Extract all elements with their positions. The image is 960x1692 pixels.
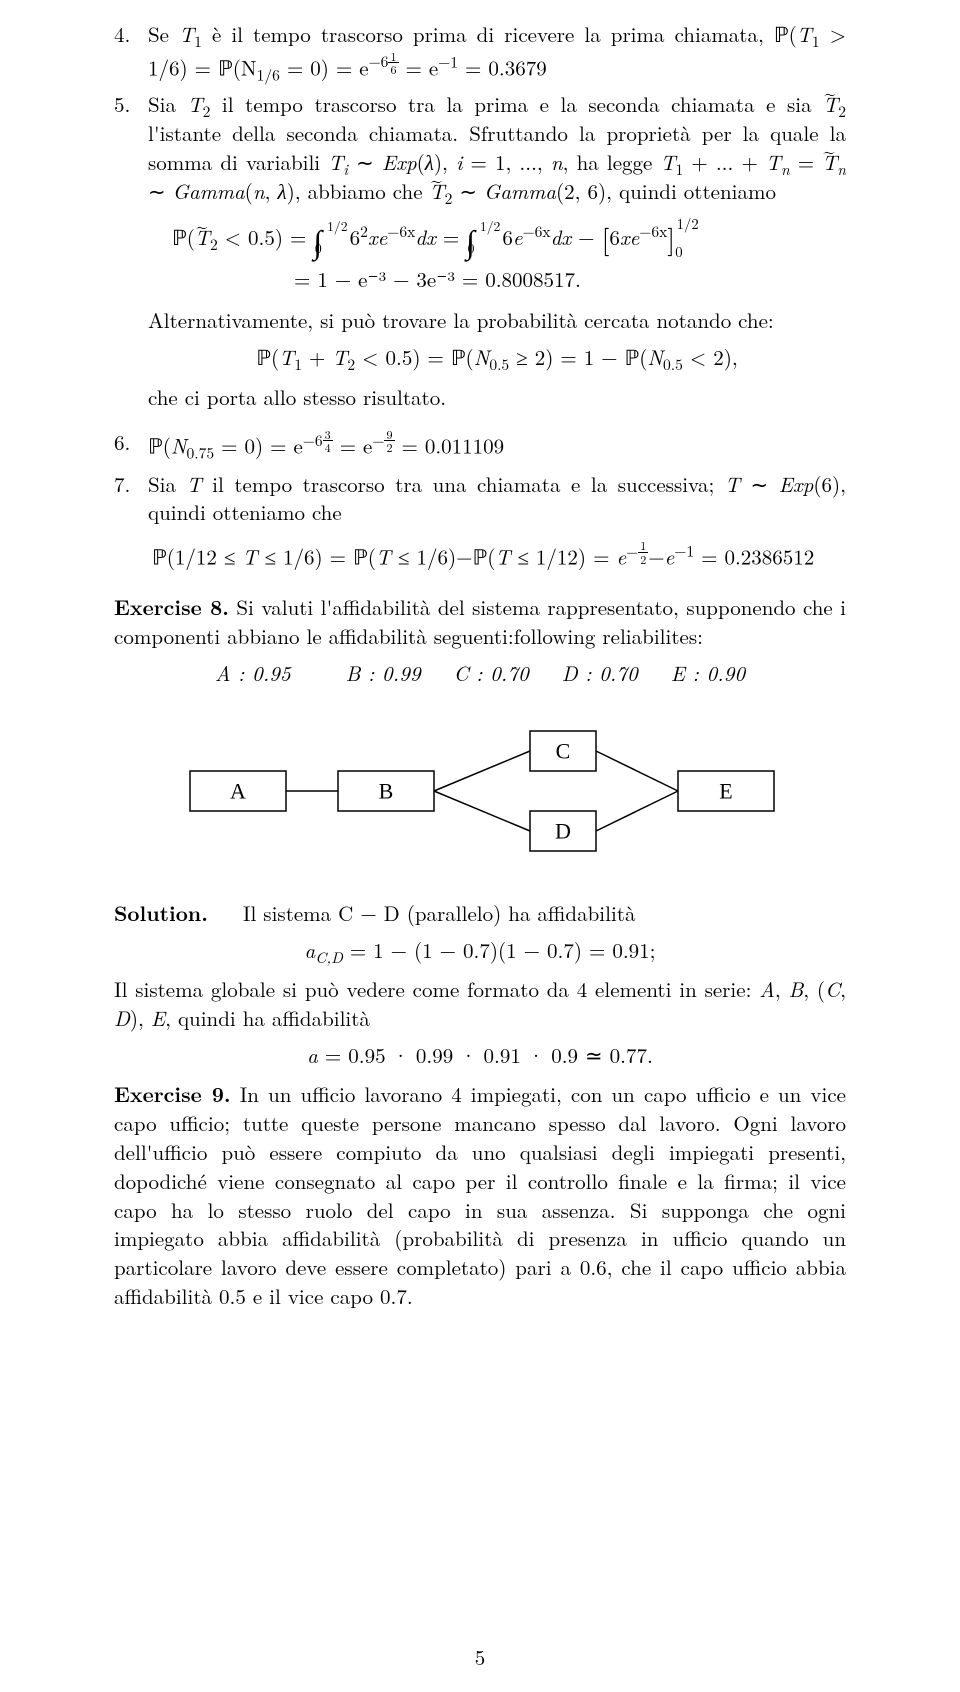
exercise-8: Exercise 8. Si valuti l'affidabilità del…: [114, 593, 846, 651]
svg-text:A: A: [230, 778, 246, 803]
text: = 0.3679: [458, 52, 547, 82]
item-body: ℙ(N0.75 = 0) = e−634 = e−92 = 0.011109: [148, 428, 846, 461]
item-body: Sia T il tempo trascorso tra una chiamat…: [148, 470, 846, 585]
solution: Solution. Il sistema C − D (parallelo) h…: [114, 899, 846, 928]
list-item-5: 5. Sia T2 il tempo trascorso tra la prim…: [114, 90, 846, 420]
int-lower: 0: [315, 238, 322, 257]
int-upper: 1/2: [480, 216, 500, 235]
frac-bot: 2: [638, 552, 648, 565]
text: = 0) = e: [214, 431, 303, 461]
sup: −1: [438, 49, 458, 72]
svg-text:C: C: [556, 738, 571, 763]
reliability-diagram: A B C D E: [114, 716, 846, 871]
text: è il tempo trascorso prima di ricevere l…: [202, 19, 774, 49]
item-number: 4.: [114, 20, 148, 82]
bracket-upper: 1/2: [677, 213, 699, 234]
rel-C: C : 0.70: [454, 658, 529, 688]
rel-B: B : 0.99: [346, 658, 421, 688]
item-body: Se T1 è il tempo trascorso prima di rice…: [148, 20, 846, 82]
text: = 0.2386512: [694, 542, 814, 572]
item-body: Sia T2 il tempo trascorso tra la prima e…: [148, 90, 846, 420]
text: Se: [148, 19, 179, 49]
text: = e: [399, 52, 439, 82]
paragraph: che ci porta allo stesso risultato.: [148, 383, 846, 412]
text: = e: [333, 431, 373, 461]
exp: −6x: [523, 219, 551, 242]
bracket-lower: 0: [675, 241, 682, 262]
paragraph: Alternativamente, si può trovare la prob…: [148, 306, 846, 335]
svg-text:E: E: [719, 778, 732, 803]
svg-text:B: B: [379, 778, 394, 803]
equation-block: ℙ(T2 < 0.5) = ∫01/262xe−6xdx = ∫01/26e−6…: [148, 218, 846, 294]
solution-label: Solution.: [114, 898, 208, 928]
text: = 0.011109: [395, 431, 505, 461]
solution-text: Il sistema C − D (parallelo) ha affidabi…: [243, 898, 636, 928]
equation: a = 0.95 · 0.99 · 0.91 · 0.9 ≃ 0.77.: [114, 1041, 846, 1070]
rel-E: E : 0.90: [671, 658, 745, 688]
equation: ℙ(T1 + T2 < 0.5) = ℙ(N0.5 ≥ 2) = 1 − ℙ(N…: [148, 343, 846, 373]
frac-bot: 4: [323, 440, 333, 453]
sub: 1/6: [257, 63, 280, 86]
exercise-label: Exercise 9.: [114, 1079, 231, 1109]
equation: aC,D = 1 − (1 − 0.7)(1 − 0.7) = 0.91;: [114, 936, 846, 965]
eq: = 1 − (1 − 0.7)(1 − 0.7) = 0.91;: [343, 935, 656, 965]
list-item-6: 6. ℙ(N0.75 = 0) = e−634 = e−92 = 0.01110…: [114, 428, 846, 461]
text: = 0) = e: [280, 52, 369, 82]
frac-bot: 6: [388, 62, 398, 75]
exercise-label: Exercise 8.: [114, 592, 229, 622]
text: < 0.5) =: [218, 222, 314, 252]
exercise-text: In un ufficio lavorano 4 impiegati, con …: [114, 1079, 846, 1312]
sup: −1: [674, 539, 694, 562]
int-lower: 0: [468, 238, 475, 257]
item-number: 5.: [114, 90, 148, 420]
exp: −6x: [639, 219, 667, 242]
exercise-9: Exercise 9. In un ufficio lavorano 4 imp…: [114, 1080, 846, 1312]
list-item-7: 7. Sia T il tempo trascorso tra una chia…: [114, 470, 846, 585]
frac-bot: 2: [384, 440, 394, 453]
equation-line: = 1 − e⁻³ − 3e⁻³ = 0.8008517.: [148, 265, 846, 294]
sub: C,D: [315, 946, 343, 968]
item-number: 6.: [114, 428, 148, 461]
solution-text-b: Il sistema globale si può vedere come fo…: [114, 975, 846, 1033]
rel-D: D : 0.70: [562, 658, 638, 688]
int-upper: 1/2: [327, 216, 347, 235]
item-number: 7.: [114, 470, 148, 585]
sub: 0.75: [187, 441, 215, 464]
list-item-4: 4. Se T1 è il tempo trascorso prima di r…: [114, 20, 846, 82]
reliability-values: A : 0.95 B : 0.99 C : 0.70 D : 0.70 E : …: [114, 659, 846, 688]
exp: −6x: [387, 219, 415, 242]
equation: ℙ(1/12 ≤ T ≤ 1/6) = ℙ(T ≤ 1/6)−ℙ(T ≤ 1/1…: [148, 539, 846, 572]
svg-text:D: D: [555, 818, 571, 843]
rel-A: A : 0.95: [215, 658, 291, 688]
page-number: 5: [0, 1643, 960, 1672]
